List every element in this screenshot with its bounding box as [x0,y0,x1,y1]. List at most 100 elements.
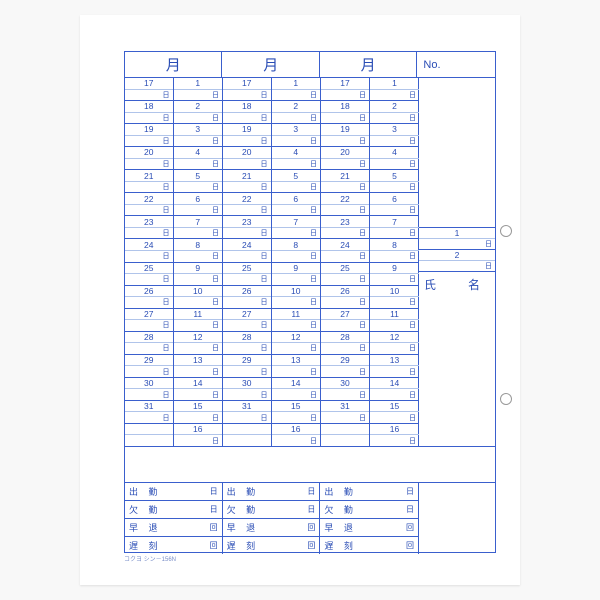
day-row: 21日5日 [223,170,320,193]
day-number: 29 [125,355,173,367]
day-row: 29日13日 [321,355,419,378]
summary-row: 遅 刻回 [223,537,320,554]
day-cell: 12日 [272,332,321,354]
day-cell: 5日 [370,170,419,192]
day-number: 27 [321,309,369,321]
day-unit: 日 [174,113,223,124]
day-row: 21日5日 [125,170,222,193]
day-unit: 日 [370,435,419,446]
day-unit: 日 [272,159,321,170]
day-row: 27日11日 [321,309,419,332]
day-cell: 20日 [223,147,272,169]
day-row: 30日14日 [223,378,320,401]
summary-label: 遅 刻 [129,539,210,552]
day-number: 20 [223,147,271,159]
day-row: 29日13日 [223,355,320,378]
day-grid: 17日1日18日2日19日3日20日4日21日5日22日6日23日7日24日8日… [125,78,419,446]
day-unit: 日 [321,343,369,354]
day-row: 21日5日 [321,170,419,193]
day-row: 20日4日 [321,147,419,170]
day-unit: 日 [223,182,271,193]
day-cell: 14日 [272,378,321,400]
day-cell: 1日 [370,78,419,100]
day-row: 19日3日 [125,124,222,147]
day-cell: 30日 [321,378,370,400]
day-row: 16日 [321,424,419,446]
day-row: 18日2日 [125,101,222,124]
day-unit: 日 [125,251,173,262]
day-cell: 24日 [125,239,174,261]
day-number: 25 [223,263,271,275]
day-unit: 日 [370,320,419,331]
day-number: 17 [223,78,271,90]
summary-unit: 回 [210,540,218,551]
day-number: 15 [370,401,419,413]
day-cell: 16日 [272,424,321,446]
summary-row: 欠 勤日 [223,501,320,519]
day-cell: 22日 [223,193,272,215]
day-cell: 13日 [272,355,321,377]
side-column: 1 日 2 日 氏 名 [419,78,495,446]
day-number: 1 [174,78,223,90]
day-number: 8 [174,239,223,251]
day-unit: 日 [272,90,321,101]
day-cell: 26日 [223,286,272,308]
day-number: 22 [321,193,369,205]
day-unit: 日 [321,205,369,216]
day-unit: 日 [272,228,321,239]
day-row: 26日10日 [125,286,222,309]
day-unit: 日 [174,412,223,423]
day-unit: 日 [223,159,271,170]
day-unit: 日 [272,412,321,423]
summary-row: 欠 勤日 [320,501,418,519]
day-unit: 日 [174,274,223,285]
day-number: 14 [370,378,419,390]
day-row: 29日13日 [125,355,222,378]
day-cell [125,424,174,446]
day-cell: 16日 [370,424,419,446]
day-row: 23日7日 [321,216,419,239]
day-number: 22 [125,193,173,205]
summary-label: 早 退 [227,521,308,534]
day-cell: 28日 [321,332,370,354]
header-row: 月 月 月 No. [125,52,495,78]
day-unit: 日 [223,297,271,308]
day-row: 23日7日 [125,216,222,239]
day-row: 31日15日 [223,401,320,424]
day-row: 31日15日 [125,401,222,424]
summary-column: 出 勤日欠 勤日早 退回遅 刻回 [125,483,223,554]
day-row: 26日10日 [223,286,320,309]
day-cell: 25日 [321,263,370,285]
day-cell: 5日 [174,170,223,192]
day-unit: 日 [125,182,173,193]
day-unit: 日 [321,113,369,124]
day-cell: 22日 [321,193,370,215]
day-number: 22 [223,193,271,205]
day-number: 7 [272,216,321,228]
paper-sheet: 月 月 月 No. 17日1日18日2日19日3日20日4日21日5日22日6日… [80,15,520,585]
day-cell: 19日 [321,124,370,146]
day-cell: 19日 [125,124,174,146]
day-number: 18 [321,101,369,113]
day-cell: 20日 [125,147,174,169]
day-unit: 日 [125,320,173,331]
side-extra-2: 2 日 [419,250,495,272]
month-header-3: 月 [320,52,417,77]
day-cell: 18日 [223,101,272,123]
day-unit: 日 [370,343,419,354]
day-cell: 27日 [321,309,370,331]
day-row: 22日6日 [125,193,222,216]
day-cell: 6日 [272,193,321,215]
day-unit: 日 [370,113,419,124]
day-cell: 21日 [125,170,174,192]
day-cell: 10日 [174,286,223,308]
day-row: 24日8日 [223,239,320,262]
day-number: 10 [272,286,321,298]
day-cell: 20日 [321,147,370,169]
day-cell: 6日 [370,193,419,215]
day-number: 26 [125,286,173,298]
summary-row: 出 勤日 [125,483,222,501]
day-row: 31日15日 [321,401,419,424]
day-cell: 2日 [174,101,223,123]
day-unit: 日 [272,136,321,147]
